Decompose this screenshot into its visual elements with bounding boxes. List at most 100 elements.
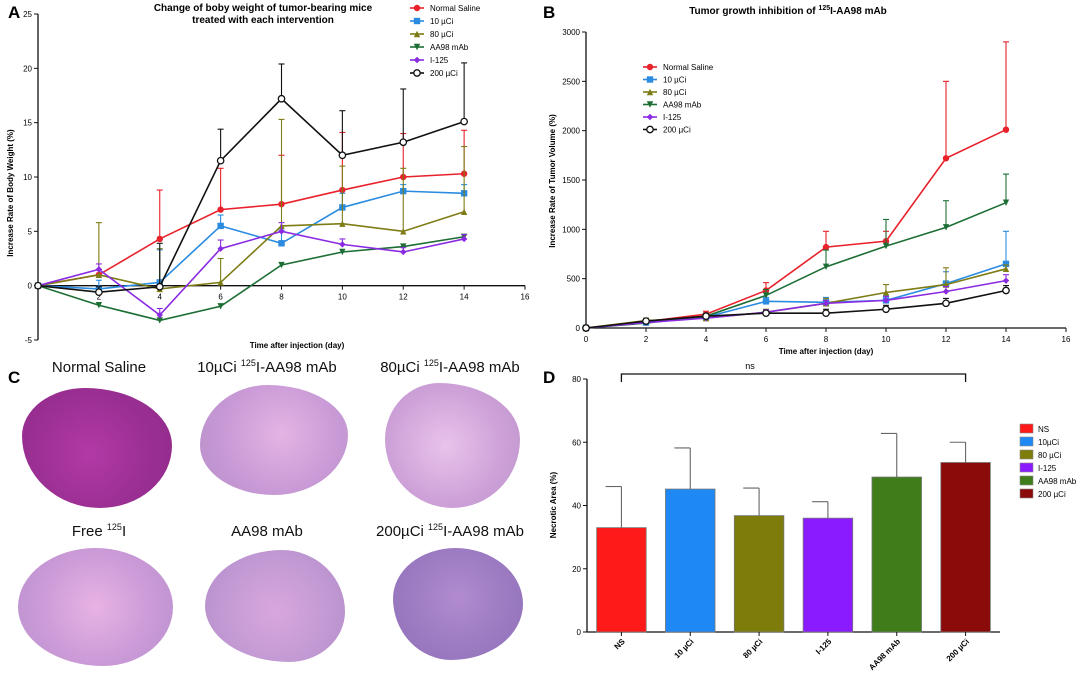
chart-d-y-tick-label: 20 — [572, 565, 581, 574]
chart-a-x-tick-label: 14 — [460, 293, 469, 302]
chart-b-data-point — [1002, 260, 1010, 268]
chart-a-legend-label: 80 µCi — [430, 30, 454, 39]
chart-b-legend-marker — [646, 113, 654, 121]
chart-a-data-point — [460, 235, 468, 243]
chart-a-data-point — [399, 138, 408, 147]
chart-a-data-point — [217, 279, 224, 286]
histology-label-80uci: 80µCi 125I-AA98 mAb — [365, 358, 535, 376]
histology-label-text: 200µCi — [376, 523, 429, 540]
chart-b-title-prefix: Tumor growth inhibition of — [689, 6, 818, 17]
chart-b-legend-label: 80 µCi — [663, 88, 687, 97]
chart-b-legend-marker — [646, 125, 654, 134]
chart-b-y-tick-label: 1000 — [562, 225, 580, 234]
chart-d-bar — [940, 462, 991, 633]
chart-d-plot: 0 20 40 60 80 NS 10 µCi 80 µCi I-125 AA98 mAb 200 … — [572, 373, 1077, 672]
chart-d-bar — [871, 476, 922, 633]
histology-label-free-i125: Free 125I — [14, 522, 184, 540]
chart-a-data-point — [217, 222, 224, 230]
chart-b-series-line — [585, 279, 1007, 329]
chart-b-data-point — [642, 317, 650, 325]
chart-a-legend-marker — [413, 69, 421, 77]
chart-a-series-line — [37, 190, 465, 290]
histology-label-suffix: I — [121, 523, 127, 540]
histology-label-200uci: 200µCi 125I-AA98 mAb — [365, 522, 535, 540]
chart-b-data-point — [942, 299, 950, 308]
histology-image-normal-saline — [22, 388, 172, 508]
chart-a-y-tick-label: 5 — [28, 227, 33, 236]
histology-image-free-i125 — [18, 548, 173, 666]
histology-label-suffix: I-AA98 mAb — [438, 359, 520, 376]
chart-b-y-tick-label: 500 — [567, 275, 581, 284]
chart-d-legend-label: NS — [1038, 425, 1049, 434]
histology-image-80uci — [385, 383, 520, 508]
histology-image-10uci — [200, 385, 348, 495]
chart-a-data-point — [216, 156, 225, 165]
chart-a-series-line — [37, 235, 465, 322]
chart-d-x-tick-label: 80 µCi — [741, 637, 764, 660]
chart-d-y-axis-label: Necrotic Area (%) — [549, 471, 558, 538]
chart-a-x-tick-label: 10 — [338, 293, 347, 302]
chart-a-y-tick-label: 20 — [23, 64, 32, 73]
chart-a-y-tick-label: -5 — [25, 336, 33, 345]
chart-b-x-tick-label: 4 — [704, 335, 709, 344]
chart-b-x-tick-label: 12 — [942, 335, 951, 344]
chart-a-title-line-1: Change of boby weight of tumor-bearing m… — [154, 3, 373, 14]
histology-label-text: 80µCi — [380, 359, 424, 376]
chart-b-x-tick-label: 2 — [644, 335, 649, 344]
chart-a-legend-marker — [413, 4, 421, 12]
histology-label-text: Normal Saline — [51, 359, 147, 376]
histology-label-normal-saline: Normal Saline — [14, 358, 184, 376]
histology-label-suffix: I-AA98 mAb — [443, 523, 524, 540]
chart-a-data-point — [217, 303, 224, 310]
chart-d-bar — [596, 527, 647, 633]
chart-a-series-line — [37, 172, 465, 287]
chart-a-series-line — [37, 230, 465, 317]
chart-a-data-point — [338, 151, 347, 160]
chart-d-x-tick-label: AA98 mAb — [867, 637, 902, 672]
chart-a-data-point — [155, 282, 164, 291]
histology-label-10uci: 10µCi 125I-AA98 mAb — [182, 358, 352, 376]
chart-d-legend-swatch — [1019, 488, 1034, 499]
chart-a-data-point — [278, 240, 285, 247]
chart-a-legend-label: 10 µCi — [430, 17, 454, 26]
chart-a-x-tick-label: 8 — [279, 293, 284, 302]
chart-d-bar — [802, 517, 854, 633]
histology-label-aa98-mab: AA98 mAb — [182, 522, 352, 540]
chart-b-y-tick-label: 2500 — [562, 77, 580, 86]
chart-a-data-point — [156, 235, 163, 243]
histology-label-sup: 125 — [428, 522, 444, 532]
chart-d-legend-swatch — [1019, 436, 1034, 447]
chart-b-data-point — [882, 297, 890, 304]
chart-a-y-tick-label: 0 — [28, 282, 33, 291]
chart-a-series-line — [37, 97, 465, 293]
chart-b-legend-marker — [646, 63, 654, 71]
chart-b-y-tick-label: 3000 — [562, 28, 580, 37]
chart-b-y-tick-label: 1500 — [562, 176, 580, 185]
chart-a-y-tick-label: 10 — [23, 173, 32, 182]
chart-b-plot: 0 500 1000 1500 2000 2500 3000 0 2 4 6 8 10 12 14 16 Nor… — [562, 28, 1071, 344]
panel-letter-b: B — [543, 3, 555, 22]
chart-b-data-point — [822, 263, 830, 271]
chart-b-data-point — [882, 289, 890, 296]
chart-a-legend-label: 200 µCi — [430, 69, 458, 78]
histology-label-sup: 125 — [106, 522, 122, 532]
chart-d-legend-label: AA98 mAb — [1038, 477, 1077, 486]
chart-a-data-point — [278, 228, 285, 235]
chart-d-legend-label: I-125 — [1038, 464, 1057, 473]
chart-b-data-point — [702, 312, 710, 321]
chart-d-y-tick-label: 80 — [572, 375, 581, 384]
histology-label-text: Free — [71, 523, 107, 540]
chart-a-legend-label: AA98 mAb — [430, 43, 469, 52]
histology-image-200uci — [393, 548, 523, 660]
chart-b-legend-marker — [646, 88, 654, 96]
chart-b-y-tick-label: 2000 — [562, 127, 580, 136]
chart-b-data-point — [1002, 126, 1010, 133]
chart-b-data-point — [822, 243, 830, 251]
chart-d-bar — [733, 515, 785, 633]
chart-b-x-tick-label: 0 — [584, 335, 589, 344]
chart-a-legend-label: I-125 — [430, 56, 449, 65]
chart-a-y-axis-label: Increase Rate of Body Weight (%) — [6, 129, 15, 257]
chart-a-data-point — [34, 281, 42, 290]
chart-d-y-tick-label: 0 — [577, 628, 582, 637]
chart-b-legend-label: I-125 — [663, 113, 682, 122]
